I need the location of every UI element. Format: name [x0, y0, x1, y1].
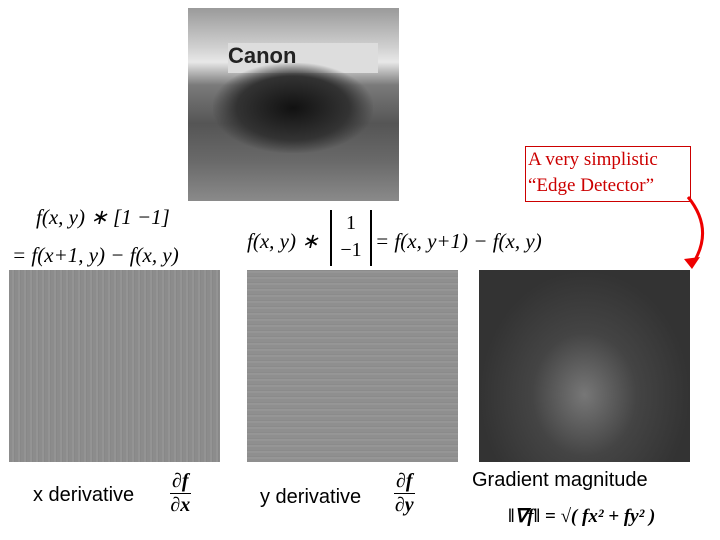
y-kernel-top: 1	[346, 212, 356, 234]
edge-detector-callout: A very simplistic “Edge Detector”	[525, 146, 691, 202]
y-partial-fraction: ∂f ∂y	[394, 470, 415, 517]
gradient-magnitude-label: Gradient magnitude	[472, 469, 648, 491]
x-frac-den: ∂x	[170, 494, 191, 516]
y-frac-den: ∂y	[394, 494, 414, 516]
x-convolution-formula: f(x, y) ∗ [1 −1]	[36, 205, 170, 229]
y-kernel-matrix: 1 −1	[330, 210, 372, 266]
y-frac-num: ∂f	[394, 470, 415, 494]
callout-line-1: A very simplistic	[528, 149, 658, 170]
gradient-magnitude-formula: ‖∇f‖ = √( fx² + fy² )	[508, 506, 656, 527]
x-derivative-label: x derivative	[33, 484, 135, 506]
y-difference-formula: = f(x, y+1) − f(x, y)	[375, 229, 542, 253]
y-kernel-bottom: −1	[340, 239, 362, 261]
y-derivative-label: y derivative	[260, 486, 362, 508]
x-frac-num: ∂f	[170, 470, 191, 494]
x-partial-fraction: ∂f ∂x	[170, 470, 191, 517]
car-shape	[213, 63, 373, 153]
y-derivative-image	[247, 270, 458, 462]
callout-line-2: “Edge Detector”	[528, 175, 655, 196]
race-car-image: Canon	[188, 8, 399, 201]
x-derivative-image	[9, 270, 220, 462]
x-difference-formula: = f(x+1, y) − f(x, y)	[12, 243, 179, 267]
gradient-magnitude-image	[479, 270, 690, 462]
red-arrow-icon	[684, 196, 705, 269]
y-convolution-formula: f(x, y) ∗	[247, 229, 319, 253]
